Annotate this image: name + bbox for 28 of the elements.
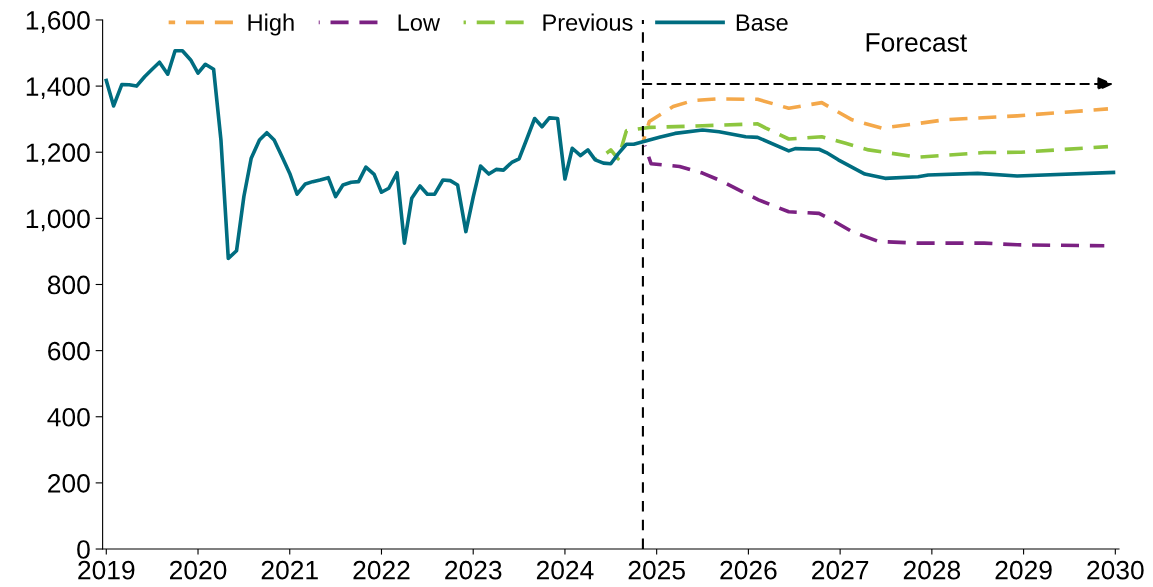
y-tick-label: 1,400	[26, 77, 90, 100]
x-tick-label: 2025	[628, 560, 685, 580]
x-tick-label: 2020	[169, 560, 227, 580]
y-tick-label: 1,200	[26, 143, 90, 166]
y-tick-label: 0	[77, 540, 90, 559]
x-tick-label: 2029	[995, 560, 1052, 580]
x-tick-label: 2022	[353, 560, 410, 580]
x-tick-label: 2027	[812, 560, 869, 580]
y-tick-label: 800	[47, 275, 90, 295]
legend-label: Low	[398, 14, 441, 31]
y-tick-label: 1,000	[26, 209, 90, 232]
x-tick-label: 2026	[720, 560, 777, 580]
x-tick-label: 2024	[536, 560, 594, 580]
x-tick-label: 2019	[78, 560, 135, 580]
line-series	[593, 121, 1110, 162]
legend-label: High	[248, 13, 294, 36]
x-tick-label: 2021	[261, 560, 318, 580]
x-tick-label: 2030	[1087, 560, 1144, 580]
line-series	[642, 143, 1107, 248]
annotation: Forecast	[866, 33, 967, 52]
x-tick-label: 2028	[903, 560, 961, 580]
y-tick-label: 200	[48, 474, 90, 493]
y-tick-label: 1,600	[26, 11, 90, 33]
x-tick-label: 2023	[445, 560, 502, 580]
y-tick-label: 600	[48, 341, 90, 361]
legend-label: Base	[736, 14, 788, 31]
legend-label: Previous	[543, 13, 633, 31]
y-tick-label: 400	[47, 407, 90, 427]
